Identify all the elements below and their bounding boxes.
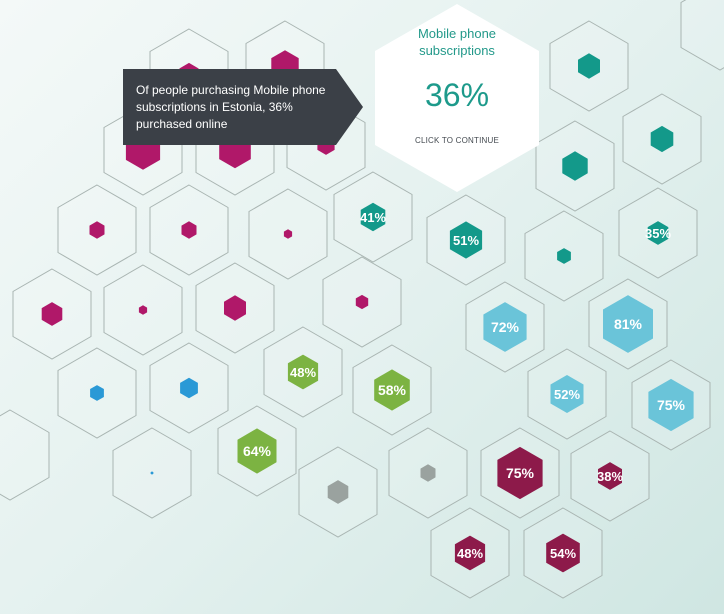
hex-fill [374,369,410,411]
hex-cell[interactable]: 48% [263,326,343,418]
hex-fill [181,221,197,239]
hex-label: 35% [645,226,671,241]
hex-outline [680,0,724,71]
hex-fill [283,229,293,239]
click-to-continue-link[interactable]: CLICK TO CONTINUE [414,136,499,145]
hex-fill [557,248,571,264]
hex-label: 48% [457,546,483,561]
hex-cell[interactable] [524,210,604,302]
card-title: Mobile phone subscriptions [417,26,497,58]
hex-cell[interactable] [322,256,402,348]
hex-fill [287,354,319,390]
hex-fill [578,53,600,79]
hex-fill [647,221,669,245]
hex-label: 58% [378,382,407,398]
hex-fill [90,385,104,401]
hex-cell[interactable]: 38% [570,430,650,522]
hex-fill [237,428,277,474]
hex-label: 72% [491,319,520,335]
hex-label: 51% [453,233,479,248]
hex-cell[interactable]: 52% [527,348,607,440]
hex-cell[interactable] [535,120,615,212]
hex-cell[interactable]: 64% [217,405,297,497]
hex-fill [180,377,198,399]
hex-cell[interactable] [549,20,629,112]
card-value: 36% [424,77,490,113]
hex-cell[interactable] [388,427,468,519]
hex-cell[interactable] [103,264,183,356]
selected-category-card[interactable]: Mobile phone subscriptions 36% CLICK TO … [365,4,549,192]
hex-cell[interactable] [622,93,702,185]
hex-label: 64% [243,443,272,459]
hex-fill [224,295,246,321]
hex-fill [355,294,369,310]
hex-label: 38% [597,469,623,484]
hex-cell[interactable]: 51% [426,194,506,286]
hex-label: 48% [290,365,316,380]
hex-fill [150,471,154,475]
hex-cell[interactable]: 81% [588,278,668,370]
hex-fill [603,295,653,353]
hex-label: 75% [506,465,535,481]
hex-fill [550,375,584,413]
hex-fill [138,305,148,315]
hex-fill [41,302,63,326]
hex-label: 75% [657,397,686,413]
hex-cell[interactable] [680,0,724,71]
hex-cell[interactable] [112,427,192,519]
hex-fill [89,221,105,239]
hex-label: 41% [360,210,386,225]
info-tooltip: Of people purchasing Mobile phone subscr… [123,69,363,145]
hex-fill [650,125,674,153]
hex-cell[interactable]: 35% [618,187,698,279]
hex-label: 54% [550,546,576,561]
hex-fill [449,221,483,259]
hex-label: 52% [554,387,580,402]
hex-fill [546,533,580,573]
hex-fill [454,535,486,571]
hex-cell[interactable]: 75% [480,427,560,519]
card-hexagon [375,4,539,192]
hex-fill [648,378,694,432]
tooltip-text: Of people purchasing Mobile phone subscr… [136,83,326,131]
hex-cell[interactable]: 72% [465,281,545,373]
hex-fill [420,464,436,482]
hex-label: 81% [614,316,643,332]
hex-cell[interactable] [149,184,229,276]
hex-cell[interactable]: 41% [333,171,413,263]
hex-cell[interactable] [298,446,378,538]
hex-fill [562,151,588,181]
hex-cell[interactable]: 58% [352,344,432,436]
hex-cell[interactable]: 48% [430,507,510,599]
hex-cell[interactable] [57,347,137,439]
hex-cell[interactable]: 54% [523,507,603,599]
hex-fill [327,480,349,504]
hex-fill [598,462,622,490]
hex-outline [0,409,50,501]
hex-cell[interactable]: 75% [631,359,711,451]
hex-cell[interactable] [0,409,50,501]
hex-cell[interactable] [12,268,92,360]
hex-fill [483,302,527,352]
hex-cell[interactable] [149,342,229,434]
hex-cell[interactable] [195,262,275,354]
hex-cell[interactable] [57,184,137,276]
hex-fill [360,202,386,232]
hex-cell[interactable] [248,188,328,280]
hex-fill [497,446,543,500]
